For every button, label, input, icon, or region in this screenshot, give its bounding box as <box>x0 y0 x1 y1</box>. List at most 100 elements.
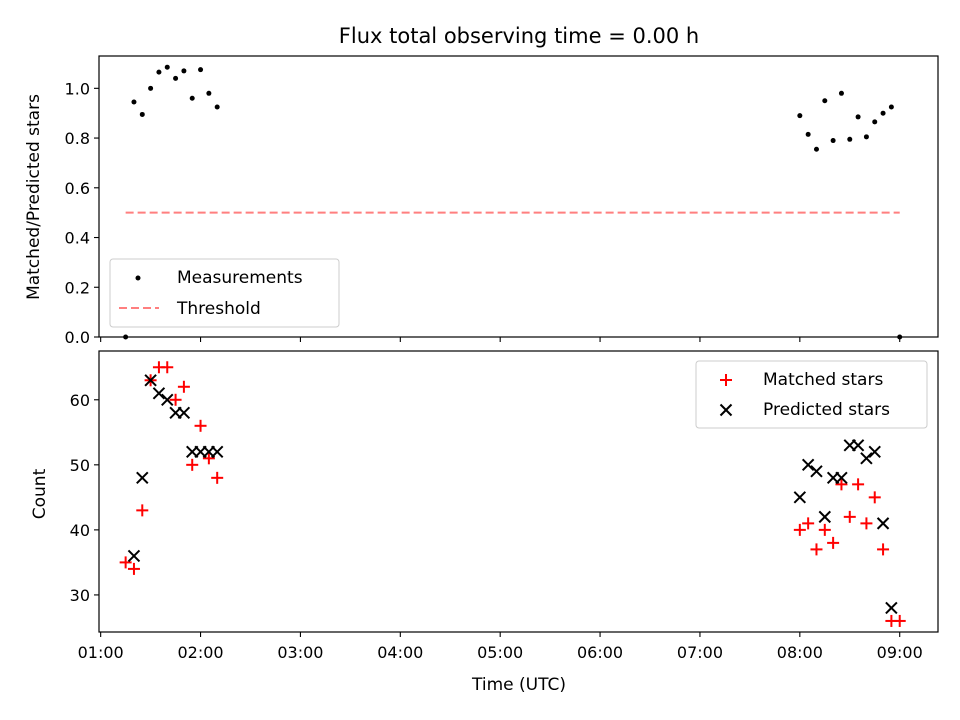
x-tick-label: 04:00 <box>377 643 423 662</box>
matched-star-point <box>194 419 207 432</box>
predicted-star-point <box>210 445 224 459</box>
top-y-axis: 0.0 0.2 0.4 0.6 0.8 1.0 <box>65 79 99 347</box>
matched-star-point <box>793 523 806 536</box>
matched-star-point <box>893 614 906 627</box>
top-y-tick-label: 0.8 <box>65 129 90 148</box>
x-tick-label: 02:00 <box>177 643 223 662</box>
matched-star-point <box>802 517 815 530</box>
matched-star-point <box>852 478 865 491</box>
top-series <box>123 64 903 340</box>
measurement-point <box>813 146 819 152</box>
legend-predicted-label: Predicted stars <box>763 400 890 420</box>
top-panel: 0.0 0.2 0.4 0.6 0.8 1.0 Matched/Predicted sta… <box>24 55 939 347</box>
measurement-point <box>855 114 861 120</box>
x-tick-label: 01:00 <box>78 643 124 662</box>
legend-predicted-marker <box>719 403 733 417</box>
legend-threshold-label: Threshold <box>176 299 261 319</box>
matched-star-point <box>810 543 823 556</box>
top-y-tick-label: 0.4 <box>65 229 90 248</box>
matched-star-point <box>136 504 149 517</box>
x-tick-label: 05:00 <box>477 643 523 662</box>
matched-star-point <box>877 543 890 556</box>
predicted-star-point <box>136 471 149 485</box>
matched-star-point <box>161 361 174 374</box>
matched-star-point <box>860 517 873 530</box>
measurement-point <box>206 90 212 96</box>
bottom-plot-frame <box>98 350 939 633</box>
predicted-star-point <box>152 387 166 400</box>
measurement-point <box>164 64 170 70</box>
matched-star-point <box>868 491 881 504</box>
bottom-y-tick-label: 60 <box>70 391 90 410</box>
matched-star-point <box>169 393 182 406</box>
measurement-point <box>838 90 844 96</box>
chart-title: Flux total observing time = 0.00 h <box>339 24 699 48</box>
predicted-star-point <box>177 406 191 420</box>
predicted-star-point <box>793 491 807 504</box>
bottom-series <box>119 361 906 627</box>
top-legend-box <box>109 258 340 328</box>
measurement-point <box>198 67 204 73</box>
measurement-point <box>797 113 803 119</box>
top-y-tick-label: 0.6 <box>65 179 90 198</box>
predicted-star-point <box>818 510 832 524</box>
legend-matched-marker <box>720 374 732 386</box>
bottom-legend-box <box>695 360 928 429</box>
measurement-point <box>847 136 853 142</box>
predicted-star-point <box>876 517 890 530</box>
top-legend: Measurements Threshold <box>109 258 340 328</box>
bottom-y-tick-label: 50 <box>70 456 90 475</box>
measurement-point <box>830 138 836 144</box>
matched-star-point <box>202 452 215 465</box>
measurement-point <box>139 111 145 117</box>
matched-star-point <box>835 478 848 491</box>
predicted-star-point <box>885 601 898 615</box>
x-tick-label: 07:00 <box>677 643 723 662</box>
x-tick-label: 08:00 <box>777 643 823 662</box>
legend-measurements-marker <box>135 275 141 281</box>
bottom-x-axis: 01:00 02:00 03:00 04:00 05:00 06:00 07:00 08:00… <box>78 632 923 662</box>
legend-matched-label: Matched stars <box>763 370 883 390</box>
matched-star-point <box>119 556 132 569</box>
measurement-point <box>822 98 828 104</box>
matched-star-point <box>843 510 856 523</box>
predicted-star-point <box>810 465 823 478</box>
measurement-point <box>148 85 154 91</box>
measurement-point <box>880 110 886 116</box>
legend-cross-glyph <box>719 403 733 417</box>
legend-measurements-label: Measurements <box>177 268 303 288</box>
matched-star-point <box>177 380 190 393</box>
predicted-star-point <box>801 458 815 472</box>
measurement-point <box>189 95 195 101</box>
measurement-point <box>805 131 811 137</box>
top-plot-frame <box>98 55 939 338</box>
predicted-star-point <box>144 374 157 387</box>
predicted-star-point <box>835 471 848 485</box>
predicted-star-point <box>127 549 141 563</box>
top-y-tick-label: 1.0 <box>65 79 90 98</box>
top-y-axis-label: Matched/Predicted stars <box>24 94 44 300</box>
measurement-point <box>173 75 179 81</box>
measurement-point <box>156 69 162 75</box>
matched-star-point <box>127 562 140 575</box>
measurement-point <box>214 104 220 110</box>
bottom-y-axis: 30 40 50 60 <box>70 391 99 605</box>
predicted-star-point <box>868 445 881 459</box>
x-tick-label: 06:00 <box>577 643 623 662</box>
bottom-legend: Matched stars Predicted stars <box>695 360 928 429</box>
matched-star-point <box>186 458 199 471</box>
measurement-point <box>181 68 187 74</box>
x-tick-label: 03:00 <box>277 643 323 662</box>
legend-plus-glyph <box>720 374 732 386</box>
x-tick-label: 09:00 <box>877 643 923 662</box>
bottom-y-axis-label: Count <box>30 468 50 519</box>
bottom-y-tick-label: 30 <box>70 586 90 605</box>
measurement-point <box>897 334 903 340</box>
measurement-point <box>863 134 869 140</box>
measurement-point <box>888 104 894 110</box>
predicted-star-point <box>860 452 873 465</box>
measurement-point <box>123 334 129 340</box>
top-x-ticks <box>100 337 901 342</box>
